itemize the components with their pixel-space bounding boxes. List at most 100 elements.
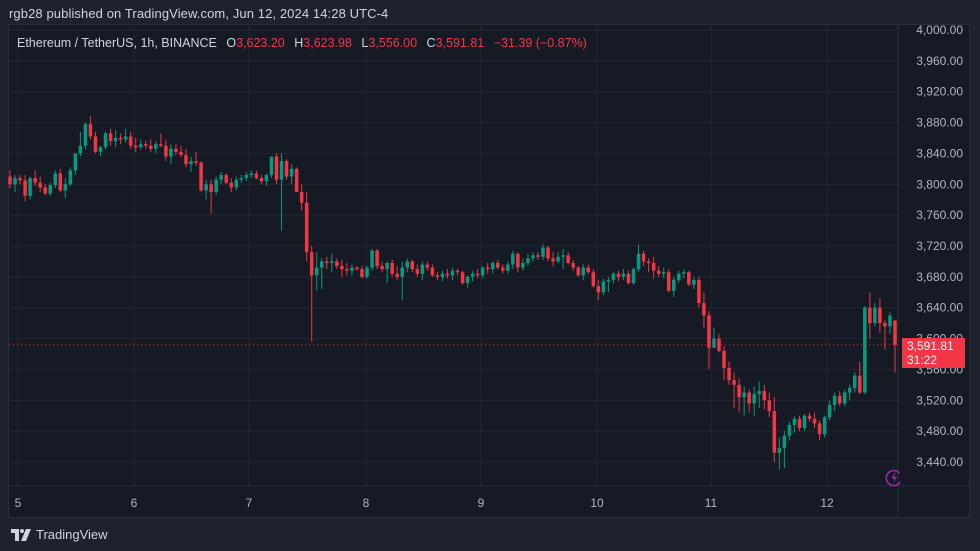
lightning-bolt-icon[interactable] — [884, 468, 904, 488]
candle-body — [455, 270, 460, 273]
candle-body — [782, 435, 787, 449]
y-axis-tick: 3,880.00 — [916, 116, 963, 130]
candle-body — [495, 262, 500, 268]
candle-body — [63, 184, 68, 191]
candle-body — [596, 286, 601, 293]
candle-body — [822, 417, 827, 435]
y-axis-tick: 3,760.00 — [916, 208, 963, 222]
candle-body — [33, 178, 37, 183]
candle-body — [601, 281, 606, 293]
candle-body — [123, 136, 128, 140]
candle-body — [717, 338, 721, 351]
candle-body — [113, 137, 118, 142]
candle-body — [611, 273, 616, 280]
candle-body — [531, 255, 535, 259]
candle-body — [450, 270, 455, 276]
candle-body — [304, 202, 309, 253]
candle-body — [807, 415, 812, 419]
candle-body — [370, 250, 374, 268]
candle-body — [43, 187, 47, 194]
candle-body — [284, 161, 289, 177]
candle-body — [712, 338, 716, 348]
candle-body — [616, 273, 621, 277]
candle-body — [641, 253, 646, 262]
candle-body — [204, 184, 208, 191]
candle-body — [8, 176, 12, 185]
footer-branding: TradingView — [11, 527, 108, 542]
candle-body — [682, 272, 686, 274]
candle-body — [209, 184, 213, 192]
candle-body — [671, 279, 676, 291]
candle-body — [435, 275, 440, 277]
candle-body — [149, 145, 153, 149]
candle-body — [847, 387, 852, 393]
chart-frame[interactable] — [8, 24, 970, 518]
y-axis-tick: 3,480.00 — [916, 424, 963, 438]
candle-body — [722, 350, 726, 368]
ohlc-legend: Ethereum / TetherUS, 1h, BINANCE O3,623.… — [17, 36, 587, 50]
tradingview-brand[interactable]: TradingView — [36, 527, 108, 542]
open-label: O — [226, 36, 237, 50]
y-axis-tick: 3,840.00 — [916, 146, 963, 160]
y-axis-tick: 3,720.00 — [916, 239, 963, 253]
candle-body — [289, 168, 294, 177]
x-axis-tick: 8 — [363, 496, 370, 510]
candle-body — [365, 267, 369, 277]
candle-body — [812, 418, 817, 424]
candle-body — [445, 273, 450, 276]
candle-body — [636, 253, 641, 270]
candle-body — [626, 273, 631, 284]
candle-body — [566, 255, 570, 263]
candle-body — [93, 136, 98, 152]
candle-body — [747, 392, 751, 404]
candle-body — [425, 264, 430, 268]
candle-body — [395, 273, 399, 277]
candle-body — [98, 147, 103, 152]
candle-body — [802, 415, 807, 429]
candle-body — [631, 269, 636, 284]
candle-body — [571, 262, 575, 268]
candle-body — [400, 267, 404, 277]
candle-body — [757, 391, 761, 395]
open-value: 3,623.20 — [236, 36, 285, 50]
candle-body — [189, 161, 193, 165]
publisher-attribution: rgb28 published on TradingView.com, Jun … — [9, 6, 389, 21]
high-value: 3,623.98 — [303, 36, 352, 50]
candle-body — [556, 256, 560, 262]
candle-body — [732, 380, 736, 385]
candle-body — [656, 270, 661, 274]
candle-body — [787, 424, 792, 436]
candle-body — [511, 253, 515, 265]
candle-body — [868, 307, 872, 324]
candle-body — [254, 173, 259, 179]
candle-body — [128, 136, 133, 146]
candle-body — [858, 375, 862, 393]
candle-body — [546, 247, 550, 259]
high-label: H — [294, 36, 304, 50]
candle-body — [697, 279, 701, 304]
candle-body — [581, 267, 585, 276]
candle-body — [179, 151, 183, 155]
y-axis-tick: 3,440.00 — [916, 455, 963, 469]
candle-body — [666, 272, 671, 291]
candle-body — [415, 269, 420, 274]
candle-body — [817, 423, 822, 435]
candle-body — [103, 133, 108, 148]
candle-body — [586, 267, 591, 273]
candle-body — [536, 255, 540, 257]
symbol-label[interactable]: Ethereum / TetherUS, 1h, BINANCE — [17, 36, 217, 50]
candle-body — [83, 124, 88, 146]
candle-body — [244, 175, 249, 179]
candle-body — [294, 168, 299, 192]
candle-body — [108, 133, 113, 142]
candle-body — [144, 144, 148, 146]
candle-body — [234, 179, 239, 188]
candle-body — [164, 145, 168, 157]
candle-body — [214, 179, 218, 192]
candle-body — [410, 261, 415, 270]
candle-body — [797, 418, 802, 429]
candle-body — [832, 395, 837, 405]
candle-body — [777, 448, 782, 453]
candle-body — [345, 269, 349, 271]
